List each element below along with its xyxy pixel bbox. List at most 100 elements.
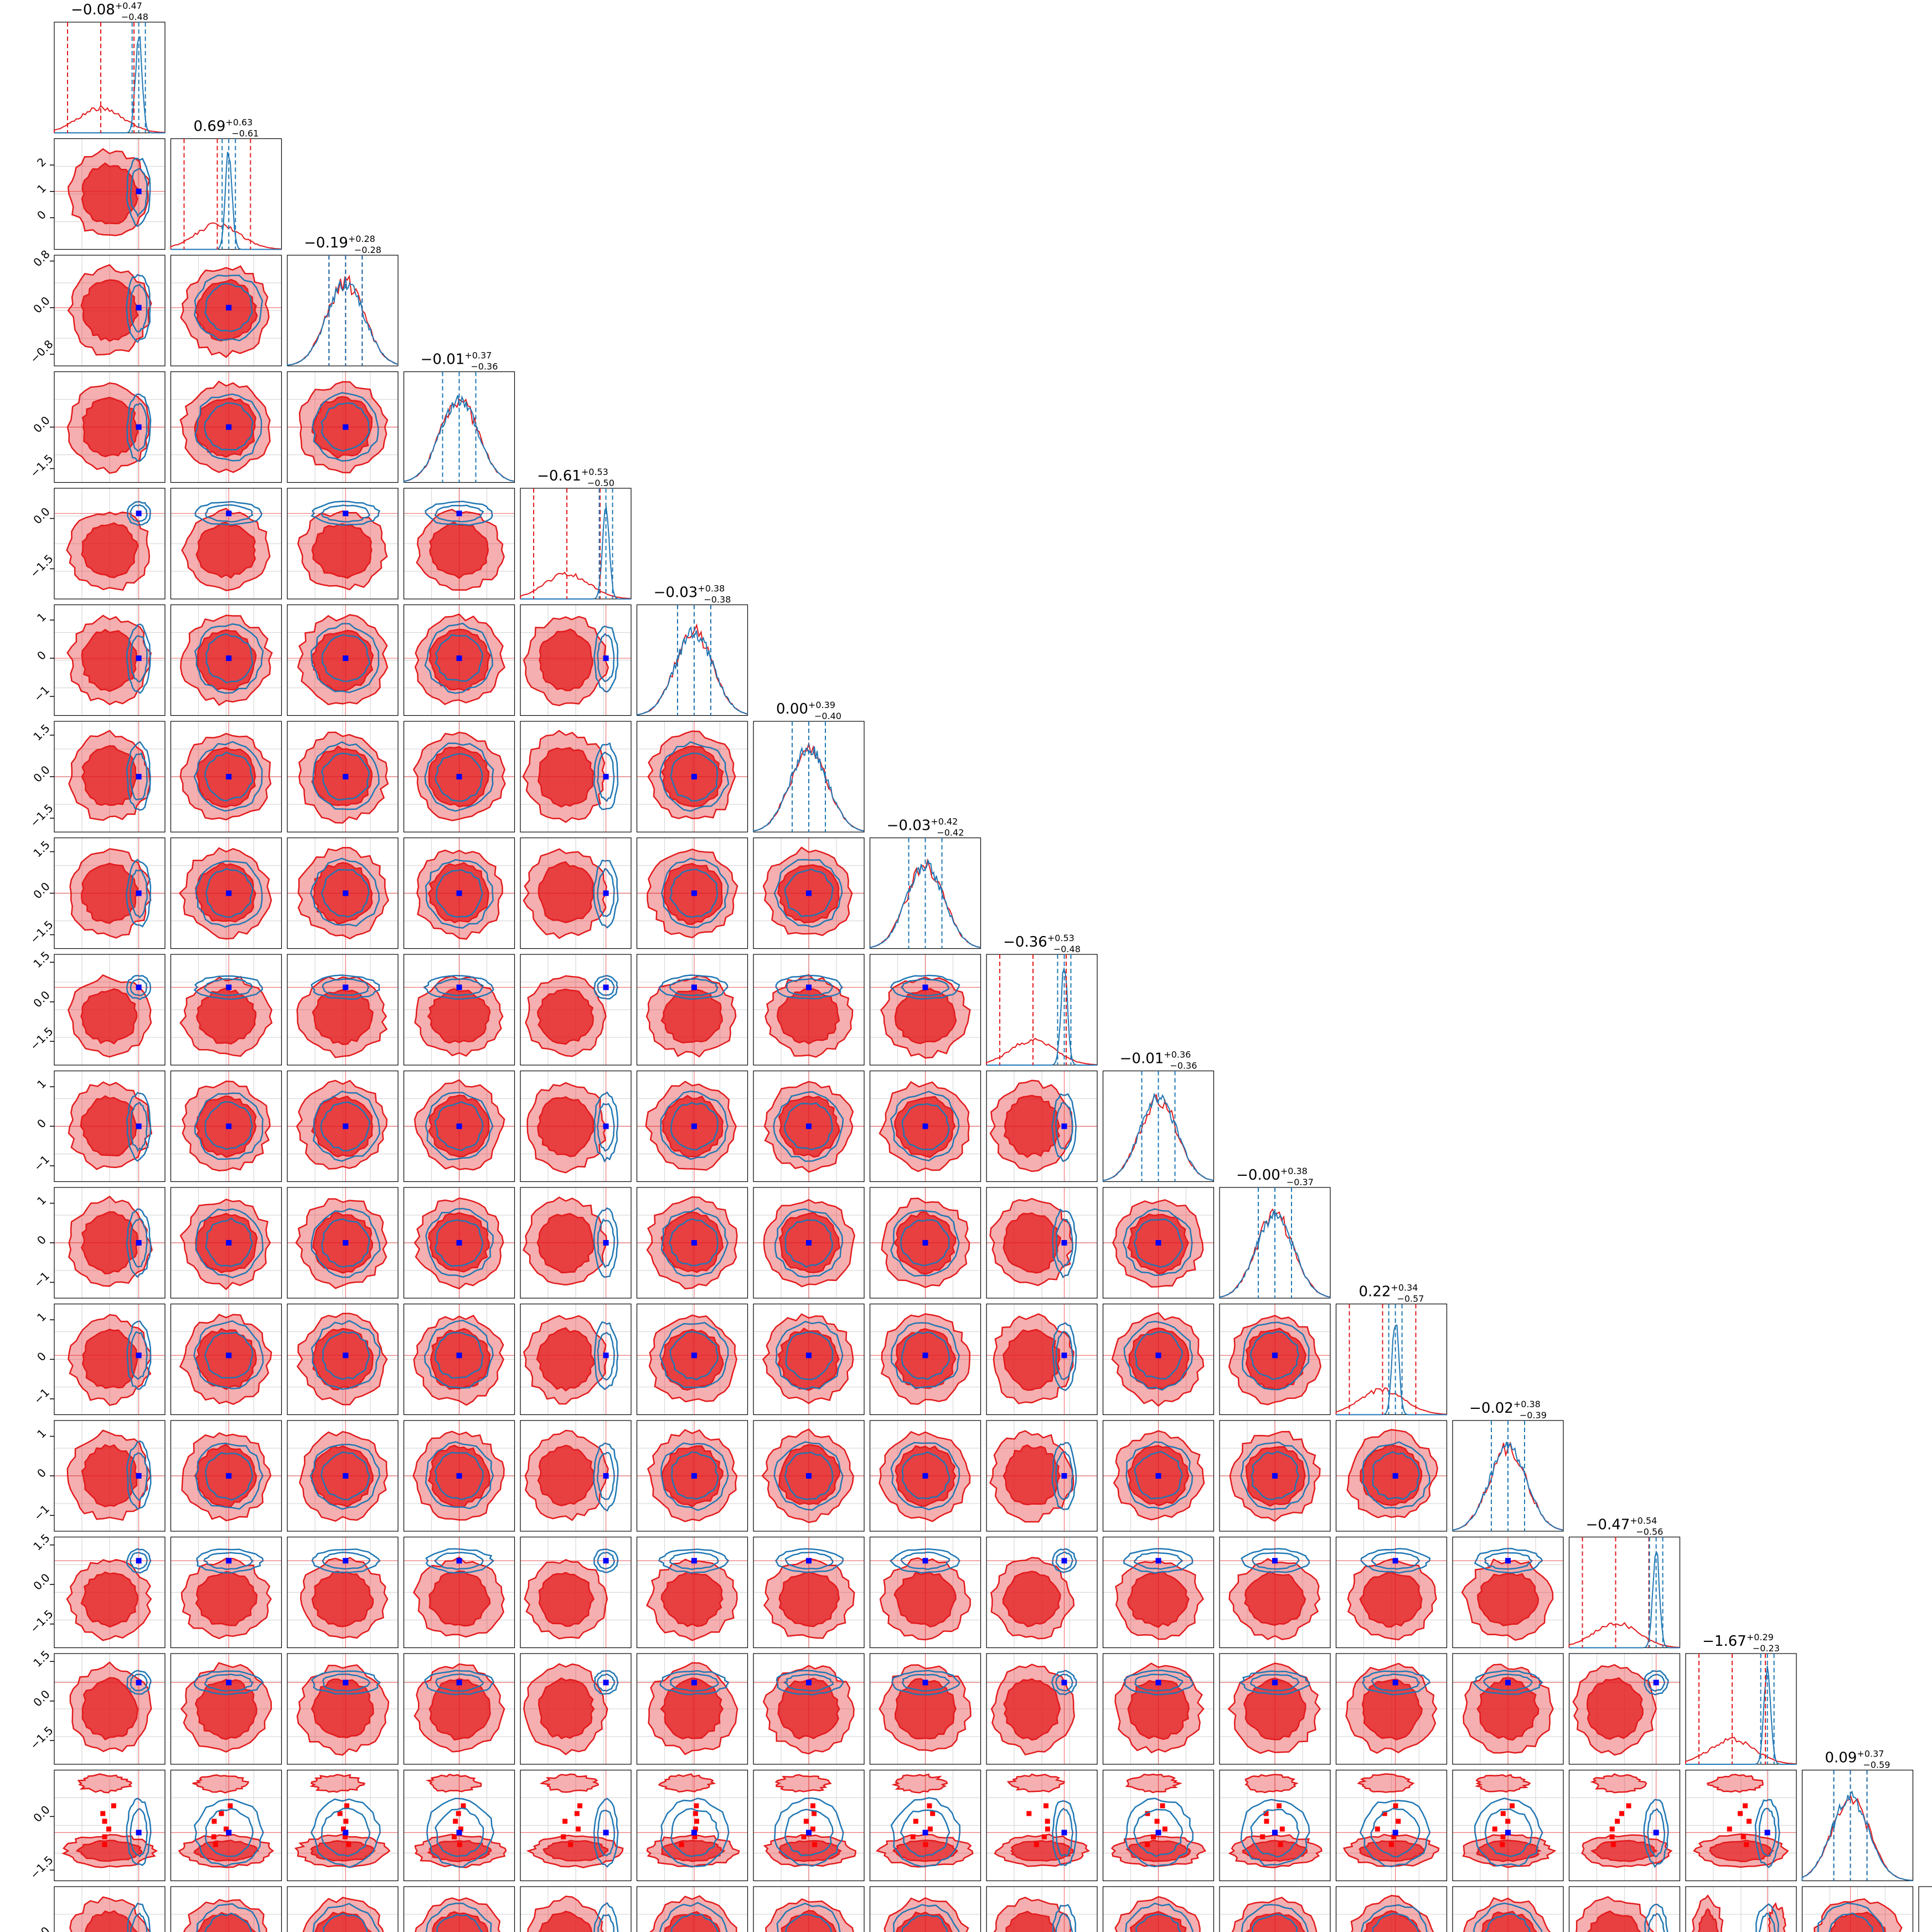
panel-16-13 — [1568, 1886, 1681, 1932]
panel-frame — [520, 604, 632, 716]
truth-marker — [343, 424, 349, 430]
red-contour-upper — [658, 1773, 716, 1792]
truth-marker — [226, 890, 232, 896]
panel-frame — [986, 1886, 1098, 1932]
red-contour-inner — [664, 1911, 721, 1932]
y-tick-label: 1.5 — [30, 949, 52, 970]
panel-16-0 — [54, 1886, 166, 1932]
blue-contour-outer — [425, 1902, 492, 1932]
panel-2-1 — [170, 255, 282, 366]
truth-marker — [922, 1240, 928, 1246]
truth-marker — [343, 1473, 349, 1479]
panel-15-11 — [1335, 1769, 1448, 1882]
blue-contour-inner — [1135, 1913, 1181, 1932]
panel-15-5 — [636, 1769, 748, 1882]
panel-frame — [403, 488, 515, 600]
truth-marker — [603, 1830, 609, 1836]
red-contour-inner — [1586, 1677, 1644, 1740]
y-tick-label: −1 — [31, 1502, 52, 1523]
panel-frame — [54, 138, 166, 250]
truth-marker — [1155, 1830, 1161, 1836]
panel-frame — [54, 488, 166, 600]
y-tick-label: 0 — [34, 208, 49, 222]
red-point — [810, 1803, 815, 1809]
truth-marker — [136, 304, 142, 311]
panel-6-3 — [403, 721, 515, 833]
panel-7-4 — [520, 837, 632, 949]
panel-16-2 — [287, 1886, 399, 1932]
red-contour-inner — [75, 1840, 143, 1862]
truth-marker — [691, 1558, 697, 1564]
panel-12-3 — [403, 1420, 515, 1532]
truth-marker — [226, 1473, 232, 1479]
red-point — [1162, 1826, 1168, 1832]
red-contour-upper — [1006, 1773, 1066, 1793]
panel-frame — [170, 721, 282, 833]
panel-11-2 — [287, 1303, 399, 1416]
panel-13-10 — [1219, 1536, 1331, 1649]
blue-histogram — [869, 859, 981, 949]
red-point — [1045, 1819, 1050, 1824]
truth-marker — [922, 1680, 928, 1686]
truth-marker — [806, 1352, 812, 1358]
truth-marker — [226, 984, 232, 990]
truth-marker — [136, 1123, 142, 1129]
panel-frame — [1335, 1536, 1448, 1649]
blue-histogram — [1102, 1092, 1214, 1182]
red-contour-upper — [774, 1774, 832, 1792]
red-contour-inner — [80, 1571, 138, 1628]
panel-frame — [287, 371, 399, 483]
y-tick-label: 1.5 — [30, 1531, 52, 1553]
panel-frame — [636, 1653, 748, 1765]
truth-marker — [603, 1352, 609, 1358]
panel-frame — [1219, 1536, 1331, 1649]
truth-marker — [136, 1352, 142, 1358]
panel-4-2 — [287, 488, 399, 600]
panel-9-5 — [636, 1070, 748, 1182]
truth-marker — [1505, 1680, 1511, 1686]
y-tick-label: −1 — [31, 683, 52, 704]
truth-marker — [343, 1352, 349, 1358]
panel-15-13 — [1568, 1769, 1681, 1882]
diag-panel-5 — [636, 604, 748, 716]
diag-panel-8 — [986, 954, 1098, 1066]
truth-marker — [1272, 1352, 1278, 1358]
diag-title-3: −0.01+0.37 −0.36 — [421, 350, 498, 372]
diag-title-6: 0.00+0.39 −0.40 — [776, 700, 841, 721]
panel-frame — [287, 1070, 399, 1182]
red-contour-inner — [536, 1327, 595, 1392]
panel-14-7 — [869, 1653, 982, 1765]
panel-frame — [403, 721, 515, 833]
panel-12-5 — [636, 1420, 748, 1532]
y-tick-label: 1.5 — [30, 838, 52, 860]
panel-frame — [636, 604, 748, 716]
truth-marker — [603, 1473, 609, 1479]
truth-marker — [343, 890, 349, 896]
red-point — [1375, 1826, 1380, 1832]
panel-14-11 — [1335, 1653, 1448, 1765]
panel-frame — [1452, 1536, 1564, 1649]
blue-contour-outer — [1125, 1902, 1194, 1932]
panel-frame — [986, 1653, 1098, 1765]
truth-marker — [343, 1240, 349, 1246]
red-contour-inner — [81, 1677, 139, 1740]
red-point — [1744, 1842, 1749, 1847]
truth-marker — [1272, 1473, 1278, 1479]
panel-frame — [986, 1536, 1098, 1649]
truth-marker — [1061, 1473, 1067, 1479]
panel-16-10 — [1219, 1886, 1331, 1932]
red-point — [1041, 1834, 1047, 1840]
red-point — [228, 1803, 233, 1809]
panel-frame — [54, 604, 166, 716]
truth-marker — [691, 1240, 697, 1246]
diag-panel-0 — [54, 22, 166, 133]
blue-histogram — [1452, 1442, 1564, 1531]
truth-marker — [456, 510, 462, 516]
red-contour-inner — [538, 1572, 595, 1627]
red-point — [100, 1811, 106, 1816]
panel-14-6 — [753, 1653, 865, 1765]
blue-contour-inner — [1485, 1913, 1531, 1932]
panel-11-9 — [1102, 1303, 1215, 1416]
truth-marker — [603, 774, 609, 779]
panel-13-3 — [403, 1536, 515, 1649]
